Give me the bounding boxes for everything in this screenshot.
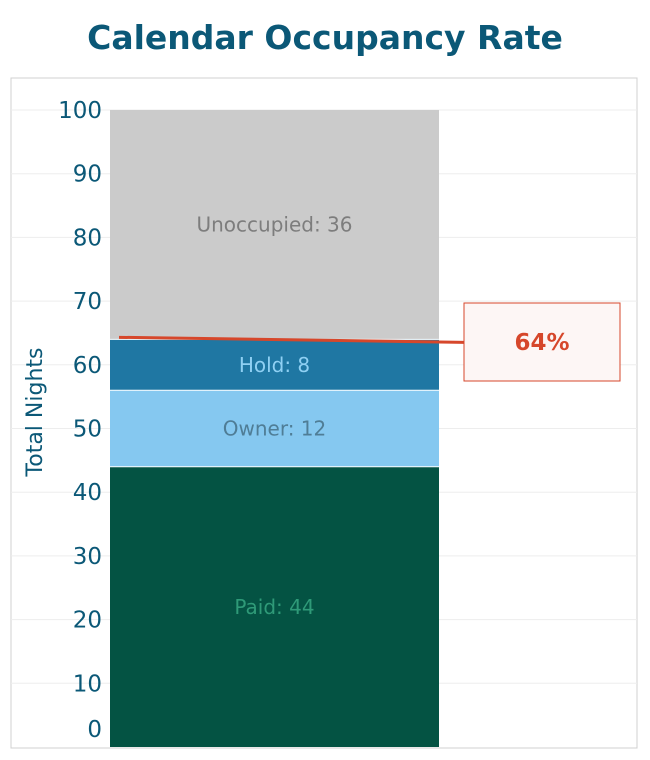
y-tick-label: 10 — [73, 671, 102, 697]
y-tick-label: 100 — [58, 98, 102, 124]
y-axis-label: Total Nights — [23, 348, 48, 478]
chart-title: Calendar Occupancy Rate — [87, 18, 563, 57]
bar-segment-unoccupied — [110, 110, 439, 340]
plot-frame — [10, 77, 638, 749]
segment-label-paid: Paid: 44 — [234, 595, 314, 619]
y-tick-label: 30 — [73, 544, 102, 570]
callout-box — [463, 302, 621, 382]
segment-labels: Paid: 44 Owner: 12 Hold: 8 Unoccupied: 36 — [196, 213, 352, 619]
callout-line — [118, 335, 465, 344]
bar-segments — [110, 110, 439, 747]
y-tick-label: 50 — [73, 417, 102, 443]
segment-label-owner: Owner: 12 — [223, 417, 327, 441]
segment-label-unoccupied: Unoccupied: 36 — [196, 213, 352, 237]
callout-value: 64% — [514, 330, 569, 356]
bar-segment-paid — [110, 466, 439, 747]
y-tick-label: 40 — [73, 480, 102, 506]
segment-label-hold: Hold: 8 — [239, 353, 310, 377]
y-tick-label: 90 — [73, 162, 102, 188]
y-tick-label: 0 — [87, 717, 102, 743]
bar-segment-hold — [110, 339, 439, 391]
occupancy-callout: 64% — [118, 302, 621, 382]
y-tick-label: 70 — [73, 289, 102, 315]
y-axis-ticks: 0 10 20 30 40 50 60 70 80 90 100 — [58, 98, 102, 743]
y-tick-label: 60 — [73, 353, 102, 379]
bar-segment-owner — [110, 390, 439, 467]
y-tick-label: 80 — [73, 225, 102, 251]
y-tick-label: 20 — [73, 608, 102, 634]
